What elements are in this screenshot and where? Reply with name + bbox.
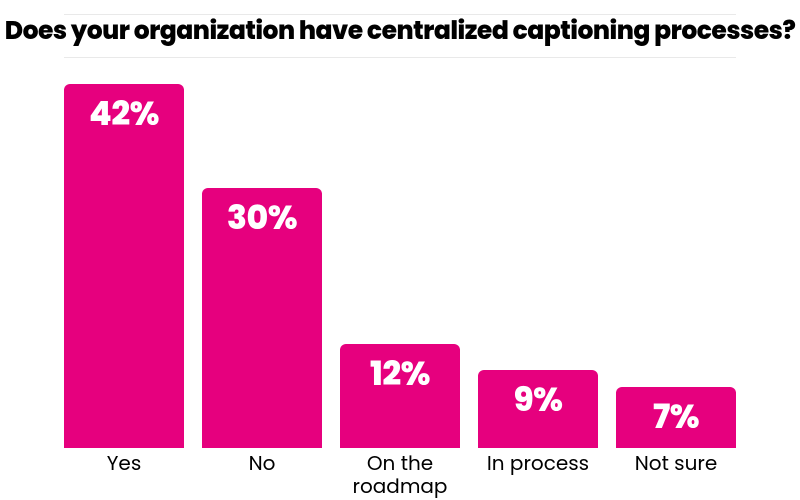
bar-slot: 9% — [478, 370, 598, 448]
bar: 7% — [616, 387, 736, 448]
bar-value-label: 9% — [478, 375, 598, 425]
bar-value-label: 42% — [64, 89, 184, 139]
bar-value-label: 7% — [616, 392, 736, 442]
chart-title: Does your organization have centralized … — [0, 12, 800, 50]
bar-value-label: 12% — [340, 349, 460, 399]
bar: 30% — [202, 188, 322, 448]
bar-slot: 30% — [202, 188, 322, 448]
plot-area: 42% 30% 12% 9% 7% — [64, 58, 736, 448]
chart-container: Does your organization have centralized … — [0, 0, 800, 500]
bar: 9% — [478, 370, 598, 448]
bar-value-label: 30% — [202, 193, 322, 243]
x-axis-label: No — [202, 452, 322, 498]
bar-slot: 12% — [340, 344, 460, 448]
x-axis-labels: Yes No On the roadmap In process Not sure — [64, 452, 736, 498]
bar-slot: 7% — [616, 387, 736, 448]
grid-line — [64, 14, 736, 15]
bars-row: 42% 30% 12% 9% 7% — [64, 58, 736, 448]
bar-slot: 42% — [64, 84, 184, 448]
x-axis-label: In process — [478, 452, 598, 498]
x-axis-label: On the roadmap — [340, 452, 460, 498]
x-axis-label: Not sure — [616, 452, 736, 498]
bar: 42% — [64, 84, 184, 448]
x-axis-label: Yes — [64, 452, 184, 498]
bar: 12% — [340, 344, 460, 448]
